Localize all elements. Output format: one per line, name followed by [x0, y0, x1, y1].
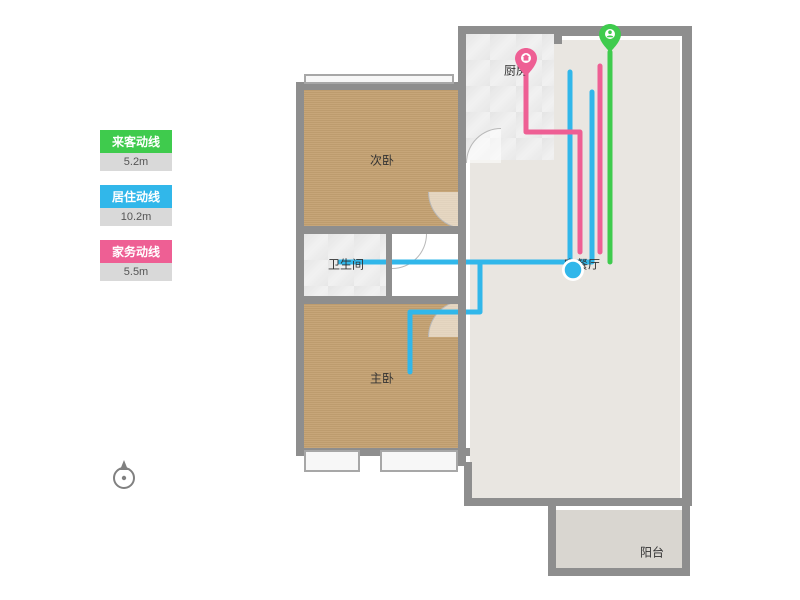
wall — [458, 158, 466, 162]
wall — [458, 26, 466, 466]
compass-icon — [106, 456, 142, 492]
room-balcony — [554, 510, 686, 570]
floor-plan-canvas: 来客动线 5.2m 居住动线 10.2m 家务动线 5.5m 厨房 — [0, 0, 800, 600]
home-pin-icon — [515, 48, 537, 76]
wall — [556, 26, 690, 36]
wall — [548, 502, 556, 574]
floor-plan: 厨房次卧卫生间主卧客餐厅阳台 — [280, 12, 710, 582]
wall — [464, 462, 472, 504]
wall — [548, 568, 690, 576]
legend-chores: 家务动线 5.5m — [100, 240, 172, 281]
legend-living-name: 居住动线 — [100, 185, 172, 208]
person-pin-icon — [599, 24, 621, 52]
door-arc — [392, 234, 427, 269]
legend-guest: 来客动线 5.2m — [100, 130, 172, 171]
wall — [296, 296, 466, 304]
legend-chores-value: 5.5m — [100, 263, 172, 281]
legend-guest-name: 来客动线 — [100, 130, 172, 153]
exterior-frame — [304, 450, 360, 472]
legend-living-value: 10.2m — [100, 208, 172, 226]
legend-living: 居住动线 10.2m — [100, 185, 172, 226]
label-bed2: 次卧 — [370, 152, 394, 169]
legend: 来客动线 5.2m 居住动线 10.2m 家务动线 5.5m — [100, 130, 172, 295]
dot-pin-icon — [562, 256, 578, 272]
label-bed1: 主卧 — [370, 370, 394, 387]
label-bath: 卫生间 — [328, 256, 364, 273]
legend-chores-name: 家务动线 — [100, 240, 172, 263]
wall — [682, 502, 690, 574]
wall — [682, 26, 692, 506]
wall — [464, 498, 690, 506]
wall — [296, 82, 304, 454]
exterior-frame — [380, 450, 458, 472]
label-balcony: 阳台 — [640, 544, 664, 561]
wall — [296, 226, 466, 234]
wall — [386, 234, 392, 298]
wall — [458, 26, 562, 34]
legend-guest-value: 5.2m — [100, 153, 172, 171]
exterior-frame — [304, 74, 454, 84]
